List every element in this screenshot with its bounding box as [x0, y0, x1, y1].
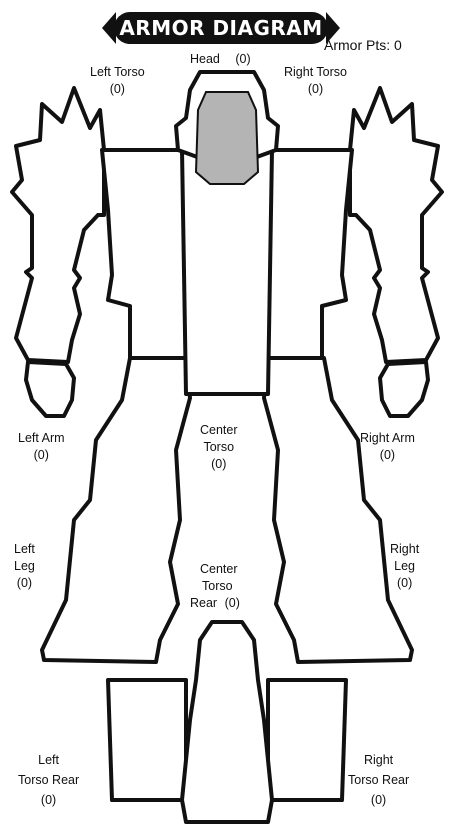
left-arm-label: Left Arm (0) [18, 431, 65, 462]
left-leg-shape [40, 356, 192, 664]
center-torso-shape [180, 148, 274, 396]
right-leg-shape [262, 356, 414, 664]
center-torso-label: Center Torso (0) [200, 423, 238, 471]
left-hand-shape [24, 360, 76, 418]
head-label: Head (0) [190, 52, 251, 66]
armor-points: Armor Pts: 0 [324, 37, 402, 53]
center-torso-rear-label: Center Torso Rear (0) [190, 562, 240, 610]
right-arm-label: Right Arm (0) [360, 431, 415, 462]
right-torso-rear-label: Right Torso Rear (0) [348, 753, 410, 807]
left-torso-rear-label: Left Torso Rear (0) [18, 753, 80, 807]
rear-center-torso-shape [180, 620, 274, 824]
diagram-title: ARMOR DIAGRAM [102, 12, 340, 44]
right-hand-shape [378, 360, 430, 418]
right-torso-label: Right Torso (0) [284, 65, 347, 96]
rear-torso-right-shape [266, 678, 348, 802]
cockpit-shape [194, 91, 260, 185]
right-arm-shape [348, 86, 444, 364]
left-leg-label: Left Leg (0) [14, 542, 35, 590]
left-torso-label: Left Torso (0) [90, 65, 145, 96]
right-leg-label: Right Leg (0) [390, 542, 420, 590]
rear-torso-shape [106, 678, 188, 802]
left-arm-shape [10, 86, 106, 364]
